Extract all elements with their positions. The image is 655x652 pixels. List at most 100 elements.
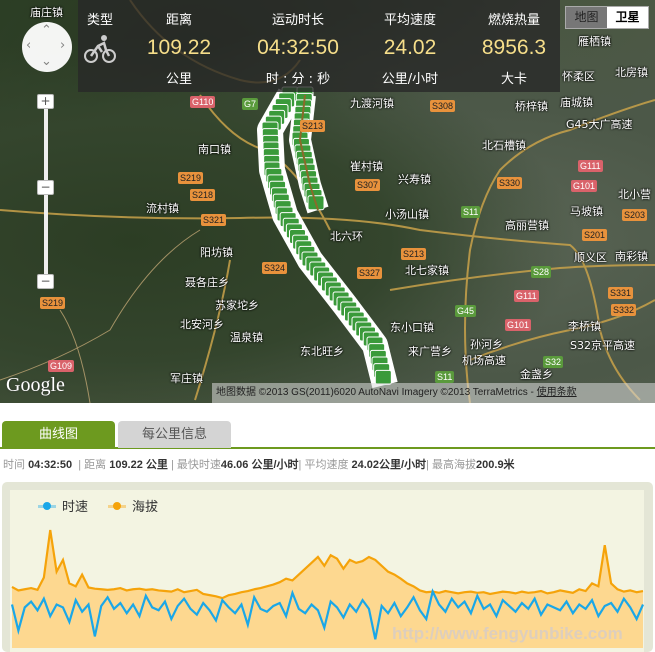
map-place-label: 桥梓镇 — [515, 100, 548, 113]
map-place-label: 北七家镇 — [405, 264, 449, 277]
map-place-label: 苏家坨乡 — [215, 299, 259, 312]
chart-legend: 时速 海拔 — [38, 496, 158, 515]
stat-value: 24.02 — [383, 36, 437, 59]
road-shield: S321 — [201, 214, 227, 226]
road-shield: S308 — [430, 100, 456, 112]
road-shield: G109 — [48, 360, 75, 372]
distance-label: 距离 — [84, 459, 107, 471]
copyright-text: 地图数据 ©2013 GS(2011)6020 AutoNavi Imagery… — [216, 387, 537, 398]
road-shield: S213 — [401, 248, 427, 260]
map-place-label: 孙河乡 — [470, 338, 503, 351]
stat-type: 类型 — [78, 9, 122, 68]
altitude-series-line — [11, 529, 644, 600]
road-shield: S327 — [357, 267, 383, 279]
map-roads — [0, 0, 655, 403]
stat-distance: 距离 109.22 公里 — [134, 9, 224, 87]
map-place-label: 军庄镇 — [170, 372, 203, 385]
map-view[interactable]: 南口镇 流村镇 阳坊镇 聂各庄乡 苏家坨乡 北安河乡 温泉镇 东北旺乡 军庄镇 崔村镇 兴寿镇 小汤山… — [0, 0, 655, 403]
road-shield: S32 — [543, 356, 564, 368]
summary-line: 时间 04:32:50 | 距离 109.22 公里 | 最快时速46.06 公… — [3, 459, 515, 471]
speed-series-line — [10, 588, 645, 640]
stat-value: 04:32:50 — [257, 36, 339, 59]
time-value: 04:32:50 — [28, 459, 73, 471]
tab-per-km-info[interactable]: 每公里信息 — [118, 421, 231, 448]
legend-speed[interactable]: 时速 — [38, 496, 88, 515]
map-place-label: 流村镇 — [146, 202, 179, 215]
map-type-satellite-button[interactable]: 卫星 — [607, 7, 648, 28]
time-label: 时间 — [3, 459, 25, 471]
pan-control[interactable]: ⌃ ‹ › ⌄ — [22, 22, 72, 72]
cycling-icon — [84, 35, 116, 63]
road-shield: S11 — [435, 371, 455, 383]
map-place-label: 雁栖镇 — [578, 35, 611, 48]
pan-left-icon[interactable]: ‹ — [26, 38, 32, 53]
map-type-map-button[interactable]: 地图 — [566, 7, 607, 28]
road-shield: S332 — [611, 304, 637, 316]
stat-unit: 公里 — [165, 72, 192, 87]
stat-label: 距离 — [165, 13, 192, 28]
road-shield: S201 — [582, 229, 608, 241]
map-place-label: 九渡河镇 — [350, 97, 394, 110]
map-place-label: 东小口镇 — [390, 321, 434, 334]
map-place-label: 马坡镇 — [570, 205, 603, 218]
road-shield: G45 — [455, 305, 477, 317]
road-shield: G101 — [505, 319, 532, 331]
map-type-switch: 地图 卫星 — [565, 6, 649, 29]
road-shield: S307 — [355, 179, 381, 191]
stat-value: 8956.3 — [481, 36, 547, 59]
map-place-label: 兴寿镇 — [398, 173, 431, 186]
altitude-area — [12, 530, 643, 648]
legend-altitude-marker — [108, 501, 127, 511]
map-place-label: 庙庄镇 — [30, 6, 63, 19]
max-altitude-label: 最高海拔 — [432, 459, 477, 471]
stat-label: 平均速度 — [383, 13, 436, 28]
map-place-label: 阳坊镇 — [200, 246, 233, 259]
watermark: http://www.fengyunbike.com — [392, 624, 623, 643]
legend-altitude[interactable]: 海拔 — [108, 496, 158, 515]
map-place-label: 来广营乡 — [408, 345, 452, 358]
road-shield: G7 — [242, 98, 259, 110]
zoom-out-button[interactable]: − — [37, 274, 54, 289]
map-place-label: 北安河乡 — [180, 318, 224, 331]
map-place-label: G45大广高速 — [566, 118, 633, 131]
stat-label: 燃烧热量 — [487, 13, 540, 28]
max-speed-value: 46.06 公里/小时 — [220, 459, 299, 471]
map-place-label: 北六环 — [330, 230, 363, 243]
max-altitude-value: 200.9米 — [476, 459, 515, 471]
route-track-return — [299, 94, 319, 211]
terms-link[interactable]: 使用条款 — [536, 387, 577, 398]
avg-speed-value: 24.02公里/小时 — [351, 459, 427, 471]
map-place-label: 温泉镇 — [230, 331, 263, 344]
road-shield: S219 — [178, 172, 204, 184]
pan-up-icon[interactable]: ⌃ — [41, 23, 52, 38]
road-shield: S331 — [608, 287, 634, 299]
map-place-label: 金盏乡 — [520, 368, 553, 381]
map-place-label: 顺义区 — [574, 251, 607, 264]
road-shield: G111 — [578, 160, 603, 172]
max-speed-label: 最快时速 — [176, 459, 221, 471]
pan-right-icon[interactable]: › — [60, 38, 66, 53]
map-place-label: 崔村镇 — [350, 160, 383, 173]
legend-altitude-label: 海拔 — [132, 500, 159, 515]
road-shield: S218 — [190, 189, 216, 201]
avg-speed-label: 平均速度 — [304, 459, 349, 471]
tab-curve-chart[interactable]: 曲线图 — [2, 421, 115, 448]
map-place-label: 北房镇 — [615, 66, 648, 79]
road-shield: S203 — [622, 209, 648, 221]
stat-unit: 公里/小时 — [381, 72, 439, 87]
zoom-slider-handle[interactable]: − — [37, 180, 54, 195]
pan-down-icon[interactable]: ⌄ — [41, 54, 52, 69]
stat-value: 109.22 — [146, 36, 212, 59]
stats-overlay: 类型 距离 109.22 公里 运动时长 04:32:50 时 : 分 : 秒 … — [78, 0, 560, 92]
map-place-label: 小汤山镇 — [385, 208, 429, 221]
map-place-label: 李桥镇 — [568, 320, 601, 333]
distance-value: 109.22 公里 — [109, 459, 168, 471]
stat-avg-speed: 平均速度 24.02 公里/小时 — [360, 9, 460, 87]
legend-speed-marker — [38, 501, 56, 511]
zoom-in-button[interactable]: + — [37, 94, 54, 109]
map-place-label: 东北旺乡 — [300, 345, 344, 358]
road-shield: S219 — [40, 297, 66, 309]
legend-speed-label: 时速 — [62, 500, 89, 515]
road-shield: S11 — [461, 206, 481, 218]
